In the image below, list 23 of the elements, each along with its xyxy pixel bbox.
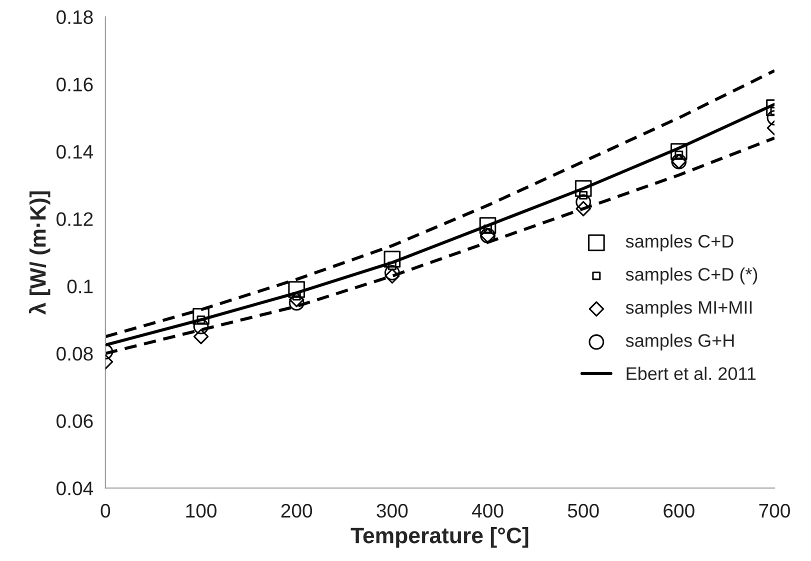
- legend-label: samples C+D (*): [626, 268, 758, 284]
- x-tick-label: 100: [186, 504, 216, 518]
- x-tick-label: 200: [281, 504, 312, 518]
- y-tick-label: 0.06: [56, 414, 93, 428]
- y-tick-label: 0.18: [56, 10, 93, 24]
- y-tick-label: 0.16: [56, 78, 93, 92]
- y-tick-label: 0.14: [56, 144, 94, 159]
- x-tick-label: 0: [100, 504, 110, 518]
- y-tick-label: 0.08: [56, 346, 93, 361]
- x-tick-label: 300: [376, 504, 408, 518]
- legend-label: samples G+H: [626, 334, 734, 350]
- x-tick-label: 700: [759, 504, 790, 518]
- y-tick-label: 0.12: [56, 212, 93, 226]
- y-tick-label: 0.04: [56, 482, 94, 496]
- y-axis-title: λ [W/ (m·K)]: [28, 191, 50, 315]
- x-tick-label: 600: [664, 504, 694, 518]
- x-tick-label: 400: [472, 504, 504, 518]
- legend-label: samples C+D: [626, 234, 734, 252]
- legend-label: Ebert et al. 2011: [626, 366, 756, 380]
- y-tick-label: 0.1: [67, 280, 93, 294]
- x-tick-label: 500: [568, 504, 599, 518]
- x-axis-title: Temperature [°C]: [350, 527, 528, 548]
- legend-label: samples MI+MII: [626, 300, 752, 318]
